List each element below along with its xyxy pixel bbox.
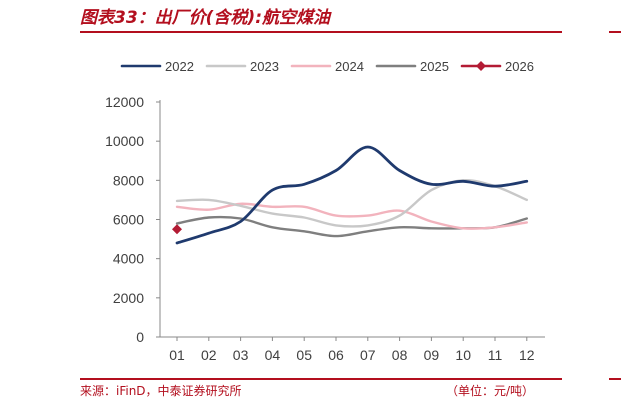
y-tick-label: 6000 [113,212,144,228]
footer-rule-left [80,378,562,380]
legend-label-2024: 2024 [335,59,364,74]
y-tick-label: 8000 [113,172,144,188]
legend-label-2023: 2023 [250,59,279,74]
y-tick-label: 4000 [113,251,144,267]
footer-rule-right [609,378,621,380]
legend-label-2022: 2022 [165,59,194,74]
x-tick-label: 08 [392,347,408,363]
series-2026-point [172,224,182,235]
x-tick-label: 04 [265,347,281,363]
y-tick-label: 12000 [105,94,144,110]
legend-label-2025: 2025 [420,59,449,74]
title-underline-right [609,31,621,33]
source-note: 来源：iFinD，中泰证券研究所 [80,384,242,398]
x-tick-label: 11 [488,347,503,363]
y-tick-label: 2000 [113,290,144,306]
title-underline-left [80,31,562,33]
x-tick-label: 12 [519,347,535,363]
x-tick-label: 10 [455,347,471,363]
y-tick-label: 0 [136,329,144,345]
series-2023-line [175,179,528,228]
x-tick-label: 07 [360,347,376,363]
unit-note: （单位：元/吨） [446,384,535,398]
x-tick-label: 09 [424,347,440,363]
chart-title: 图表33：出厂价(含税):航空煤油 [80,8,330,28]
x-tick-label: 06 [328,347,344,363]
legend-label-2026: 2026 [505,59,534,74]
series-2022-line [175,145,529,245]
x-tick-label: 01 [169,347,185,363]
x-tick-label: 05 [296,347,312,363]
y-tick-label: 10000 [105,133,144,149]
x-tick-label: 02 [201,347,217,363]
legend-marker-2026 [476,61,486,71]
x-tick-label: 03 [233,347,249,363]
